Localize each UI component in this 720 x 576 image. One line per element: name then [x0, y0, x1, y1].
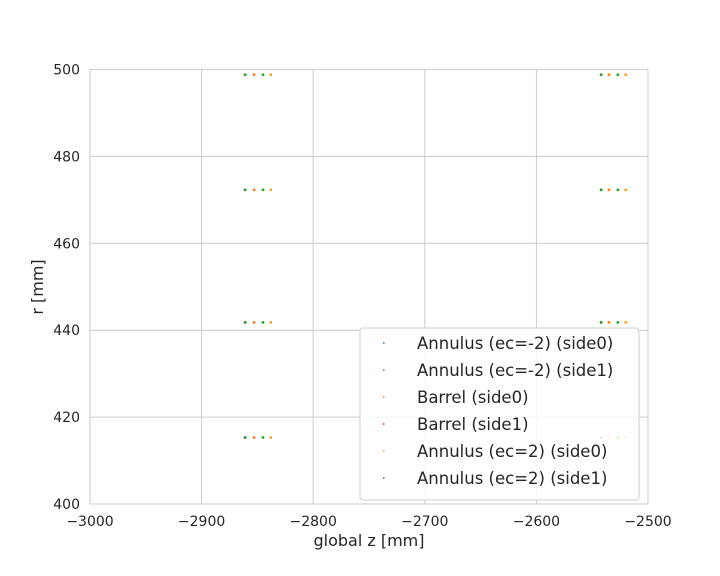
plot-frame	[89, 69, 649, 505]
data-point	[269, 188, 273, 192]
grid-lines	[89, 69, 649, 505]
legend: Annulus (ec=-2) (side0) Annulus (ec=-2) (…	[359, 327, 640, 501]
data-point	[252, 436, 256, 439]
x-tick-label: −2800	[290, 514, 337, 530]
y-tick-labels: 400 420 440 460 480 500	[53, 63, 80, 514]
legend-entry-label: Barrel (side0)	[417, 388, 529, 407]
legend-entry-label: Annulus (ec=2) (side0)	[417, 442, 607, 461]
data-point	[599, 188, 603, 192]
y-tick-label: 480	[53, 149, 80, 165]
legend-marker	[383, 423, 385, 425]
y-tick-label: 420	[53, 410, 80, 426]
legend-marker	[383, 396, 385, 398]
data-point	[269, 321, 273, 324]
x-tick-label: −2500	[624, 514, 671, 530]
y-axis-label: r [mm]	[28, 259, 47, 314]
data-point	[261, 321, 265, 324]
legend-marker	[383, 477, 385, 479]
data-point	[607, 188, 611, 192]
data-point	[243, 188, 247, 192]
x-tick-label: −2900	[178, 514, 225, 530]
data-point	[607, 73, 611, 76]
data-point	[243, 436, 247, 439]
data-point	[616, 188, 620, 192]
data-point	[599, 73, 603, 76]
data-point	[261, 73, 265, 76]
y-tick-label: 500	[53, 63, 80, 79]
x-tick-label: −2700	[401, 514, 448, 530]
x-tick-labels: −3000 −2900 −2800 −2700 −2600 −2500	[66, 514, 671, 530]
legend-entry-label: Barrel (side1)	[417, 415, 529, 434]
data-point	[624, 188, 627, 192]
x-tick-label: −2600	[513, 514, 560, 530]
data-point	[243, 321, 247, 324]
data-point	[252, 188, 256, 192]
data-point	[252, 73, 256, 76]
data-point	[243, 73, 247, 76]
y-tick-label: 460	[53, 236, 80, 252]
y-tick-label: 400	[53, 497, 80, 513]
x-axis-label: global z [mm]	[313, 531, 424, 550]
data-point	[616, 321, 620, 324]
legend-entry-label: Annulus (ec=2) (side1)	[417, 469, 607, 488]
legend-box	[359, 327, 640, 501]
data-point	[624, 73, 627, 76]
legend-marker	[383, 342, 385, 344]
legend-entry-label: Annulus (ec=-2) (side1)	[417, 361, 613, 380]
data-point	[269, 436, 273, 439]
legend-marker	[383, 450, 385, 452]
data-point	[607, 321, 611, 324]
y-tick-label: 440	[53, 323, 80, 339]
data-point	[616, 73, 620, 76]
data-point	[261, 436, 265, 439]
legend-entry-label: Annulus (ec=-2) (side0)	[417, 334, 613, 353]
legend-marker	[383, 369, 385, 371]
data-point	[261, 188, 265, 192]
data-point	[269, 73, 273, 76]
data-point	[599, 321, 603, 324]
x-tick-label: −3000	[66, 514, 113, 530]
data-point	[624, 321, 627, 324]
data-point	[252, 321, 256, 324]
